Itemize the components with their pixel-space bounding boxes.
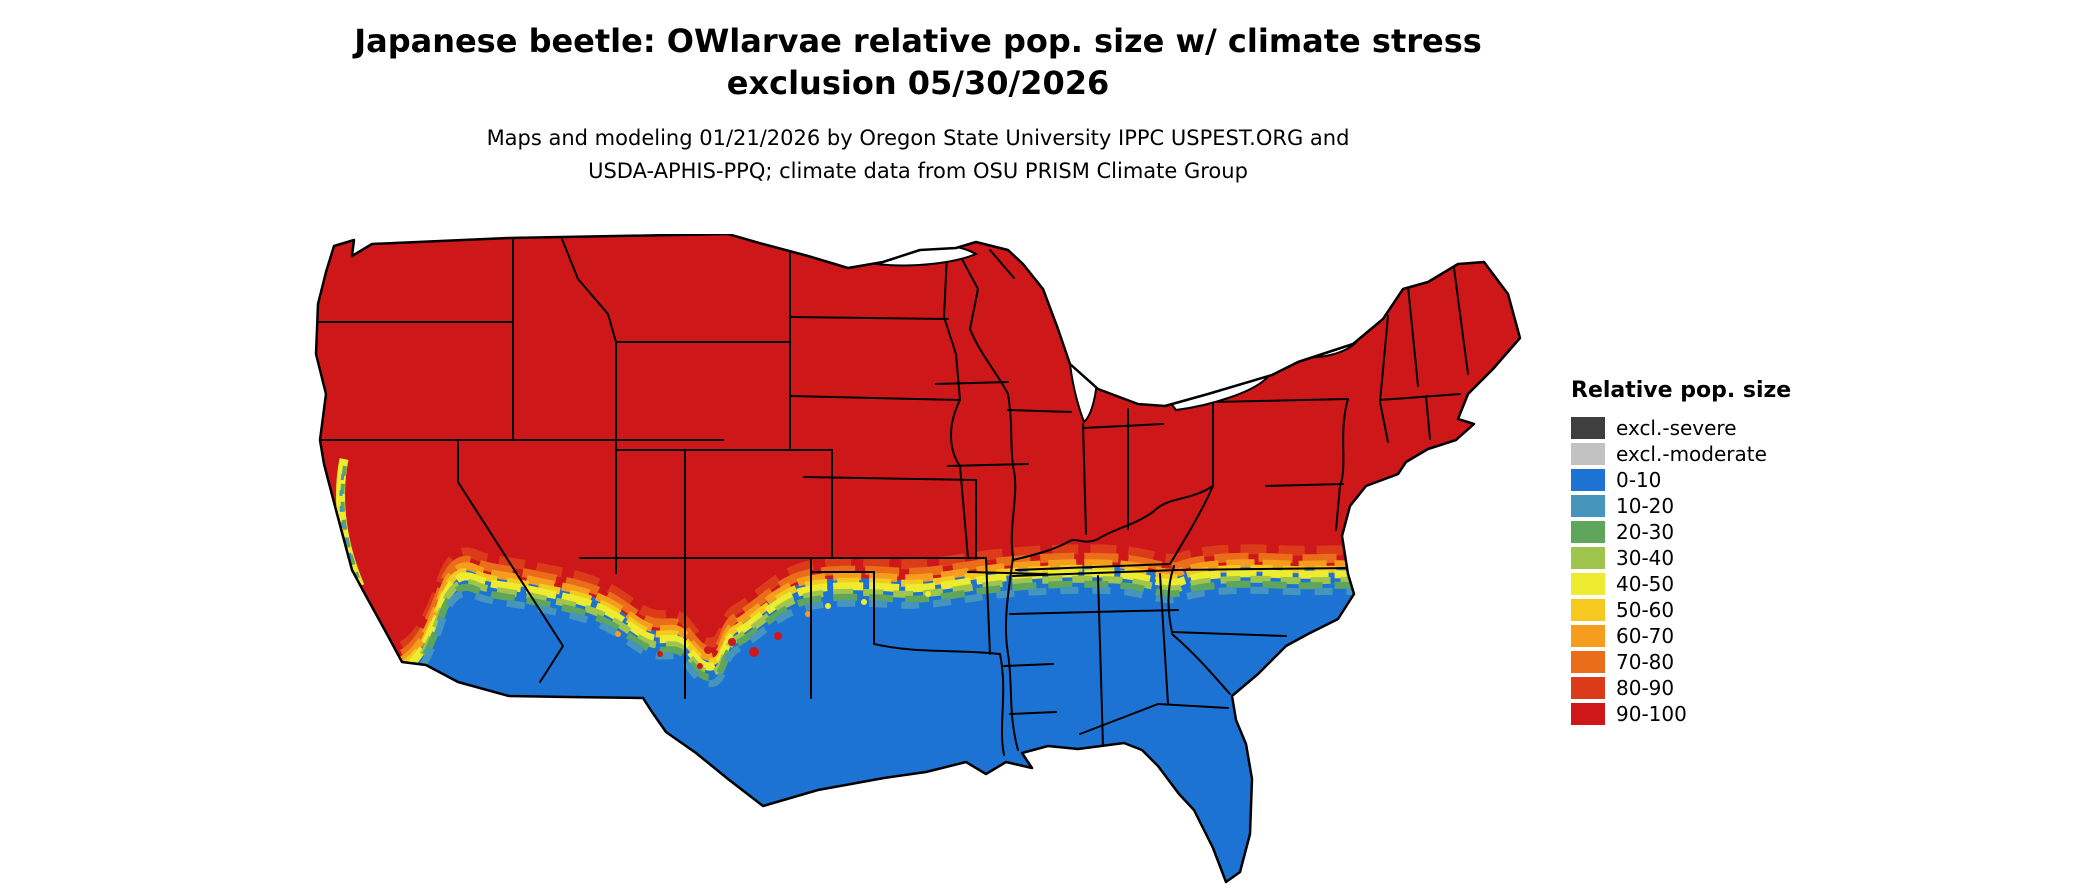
legend-swatch [1571,521,1605,543]
legend-label: 70-80 [1616,650,1675,674]
legend-item: 0-10 [1571,467,1871,493]
legend-item: 80-90 [1571,675,1871,701]
speckle [774,632,782,640]
legend-swatch [1571,417,1605,439]
legend-title: Relative pop. size [1571,378,1792,403]
legend-label: 20-30 [1616,520,1675,544]
us-map [314,232,1522,884]
legend-swatch [1571,495,1605,517]
legend-item: 50-60 [1571,597,1871,623]
speckle [825,603,831,609]
legend-swatch [1571,469,1605,491]
us-map-container [308,232,1527,884]
valley-green [340,465,360,579]
state-borders-midwest [935,247,1164,751]
speckle [805,611,811,617]
lake-huron [1106,275,1173,340]
legend-label: 80-90 [1616,676,1675,700]
legend-item: 90-100 [1571,701,1871,727]
speckle [861,599,867,605]
legend-item: excl.-moderate [1571,441,1871,467]
legend-label: 30-40 [1616,546,1675,570]
legend-swatch [1571,573,1605,595]
speckle [379,639,385,645]
legend: Relative pop. size excl.-severe excl.-mod… [1571,378,1871,727]
legend-label: excl.-severe [1616,416,1737,440]
state-borders [316,234,1469,756]
map-title: Japanese beetle: OWlarvae relative pop. … [0,20,1836,104]
speckle [925,591,931,597]
legend-label: 50-60 [1616,598,1675,622]
legend-label: 40-50 [1616,572,1675,596]
speckle [657,651,663,657]
state-borders-east [1009,267,1469,747]
california-valley-detail [336,458,365,588]
map-subtitle: Maps and modeling 01/21/2026 by Oregon S… [0,122,1836,188]
legend-rows: excl.-severe excl.-moderate 0-10 10-20 20-30… [1571,415,1871,727]
map-title-line1: Japanese beetle: OWlarvae relative pop. … [354,22,1482,60]
legend-label: 90-100 [1616,702,1687,726]
speckle [704,646,712,654]
map-subtitle-line1: Maps and modeling 01/21/2026 by Oregon S… [486,126,1350,150]
legend-item: excl.-severe [1571,415,1871,441]
speckle [615,631,621,637]
legend-swatch [1571,651,1605,673]
speckle [1065,581,1071,587]
legend-swatch [1571,443,1605,465]
state-borders-plains [789,234,1057,715]
speckle [728,638,736,646]
legend-item: 40-50 [1571,571,1871,597]
legend-item: 20-30 [1571,519,1871,545]
legend-swatch [1571,677,1605,699]
legend-label: 0-10 [1616,468,1662,492]
speckle [365,619,371,625]
legend-swatch [1571,547,1605,569]
legend-item: 30-40 [1571,545,1871,571]
legend-swatch [1571,599,1605,621]
legend-label: 60-70 [1616,624,1675,648]
state-borders-west [316,234,1005,756]
legend-swatch [1571,625,1605,647]
legend-item: 60-70 [1571,623,1871,649]
legend-label: 10-20 [1616,494,1675,518]
speckle [697,663,703,669]
legend-swatch [1571,703,1605,725]
map-title-line2: exclusion 05/30/2026 [726,64,1110,102]
valley-teal [339,473,356,567]
legend-item: 70-80 [1571,649,1871,675]
legend-label: excl.-moderate [1616,442,1767,466]
map-subtitle-line2: USDA-APHIS-PPQ; climate data from OSU PR… [588,159,1248,183]
speckle [749,647,759,657]
legend-item: 10-20 [1571,493,1871,519]
